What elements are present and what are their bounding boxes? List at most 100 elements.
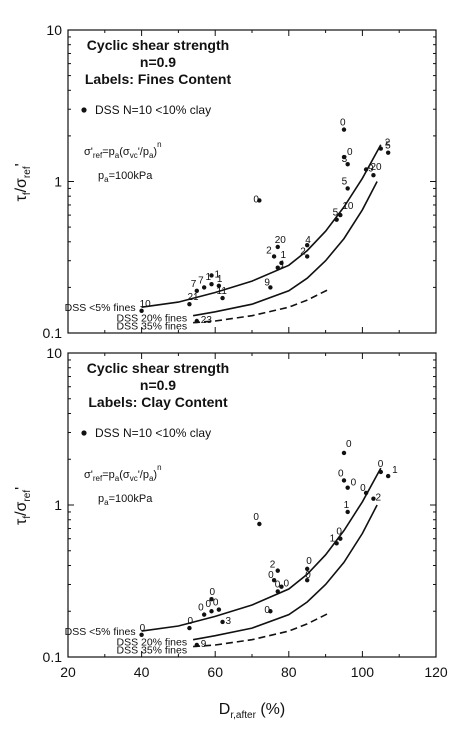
data-point bbox=[385, 473, 391, 479]
data-point bbox=[341, 478, 347, 483]
data-point-label: 0 bbox=[187, 616, 193, 627]
data-point bbox=[378, 146, 383, 151]
data-point-label: 3 bbox=[342, 154, 348, 165]
data-point bbox=[378, 469, 383, 475]
data-point bbox=[345, 509, 350, 515]
data-point bbox=[216, 283, 222, 288]
x-axis-title: Dr,after (%) bbox=[219, 701, 285, 721]
x-tick-label: 40 bbox=[134, 664, 150, 680]
data-point bbox=[268, 285, 273, 290]
data-point bbox=[371, 173, 376, 178]
x-tick-label: 80 bbox=[281, 664, 297, 680]
data-point-label: 3 bbox=[226, 616, 232, 627]
data-point-label: 0 bbox=[275, 579, 281, 590]
data-point bbox=[257, 521, 262, 527]
data-point-label: 4 bbox=[305, 235, 311, 246]
data-point bbox=[345, 162, 350, 167]
pa-note: pa=100kPa bbox=[98, 170, 153, 184]
data-point bbox=[341, 450, 347, 456]
curve-label-2: DSS 20% fines bbox=[116, 313, 187, 325]
data-point-label: 2 bbox=[375, 493, 381, 504]
data-point-label: 2 bbox=[270, 560, 276, 571]
data-point-label: 5 bbox=[333, 208, 339, 219]
data-point-label: 0 bbox=[210, 587, 216, 598]
data-point-label: 1 bbox=[217, 274, 223, 285]
data-point bbox=[334, 217, 339, 222]
data-point-label: 2 bbox=[266, 245, 272, 256]
data-point-label: 0 bbox=[305, 570, 311, 581]
data-point-label: 9 bbox=[264, 277, 270, 288]
data-point-label: 0 bbox=[360, 483, 366, 494]
data-point bbox=[305, 254, 310, 259]
data-point bbox=[363, 167, 369, 172]
data-point-label: 20 bbox=[370, 162, 382, 173]
data-point-label: 1 bbox=[280, 260, 286, 271]
data-point-label: 0 bbox=[264, 605, 270, 616]
curve-1 bbox=[141, 467, 382, 632]
y-tick-label: 0.1 bbox=[43, 649, 63, 665]
data-point-label: 21 bbox=[187, 292, 199, 303]
curve-1 bbox=[141, 144, 382, 308]
data-point-label: 0 bbox=[306, 556, 312, 567]
data-point bbox=[220, 295, 225, 301]
data-point bbox=[279, 260, 284, 266]
data-point bbox=[194, 642, 199, 648]
data-point-label: 0 bbox=[253, 512, 259, 523]
y-tick-label: 10 bbox=[46, 345, 62, 361]
data-point-label: 0 bbox=[378, 459, 384, 470]
data-point bbox=[209, 609, 214, 614]
labels-caption: Labels: Clay Content bbox=[88, 394, 228, 410]
chart-subtitle: n=0.9 bbox=[140, 377, 176, 393]
x-tick-label: 60 bbox=[207, 664, 223, 680]
data-point bbox=[139, 632, 144, 637]
curve-label-1: DSS <5% fines bbox=[65, 626, 136, 638]
curve-3 bbox=[193, 612, 330, 648]
data-point-label: 0 bbox=[347, 147, 353, 158]
data-point bbox=[187, 301, 192, 307]
data-point bbox=[338, 212, 343, 218]
data-point bbox=[209, 273, 214, 278]
data-point bbox=[275, 568, 280, 573]
data-point-label: 0 bbox=[140, 623, 146, 634]
data-point bbox=[271, 578, 277, 583]
data-point bbox=[341, 127, 347, 132]
data-point-label: 1 bbox=[280, 250, 286, 261]
data-point bbox=[305, 566, 310, 572]
data-point-label: 0 bbox=[340, 118, 346, 129]
curve-2 bbox=[192, 504, 378, 641]
y-tick-label: 0.1 bbox=[43, 325, 63, 341]
data-point bbox=[275, 589, 280, 594]
data-point bbox=[209, 281, 214, 287]
data-point bbox=[345, 186, 350, 191]
data-point-label: 0 bbox=[268, 570, 274, 581]
data-point-label: 0 bbox=[346, 439, 352, 450]
x-tick-label: 100 bbox=[351, 664, 375, 680]
y-tick-label: 1 bbox=[54, 174, 62, 190]
curve-label-3: DSS 35% fines bbox=[116, 645, 187, 657]
data-point bbox=[275, 244, 280, 250]
data-point-label: 1 bbox=[206, 272, 212, 283]
data-point-label: 7 bbox=[198, 275, 204, 286]
data-point-label: 0 bbox=[283, 579, 289, 590]
pa-note: pa=100kPa bbox=[98, 493, 153, 507]
curve-3 bbox=[193, 288, 330, 324]
data-point bbox=[345, 485, 350, 490]
data-point-label: 7 bbox=[191, 279, 197, 290]
data-point-label: 1 bbox=[215, 269, 221, 280]
data-point-label: 0 bbox=[213, 598, 219, 609]
data-point-label: 1 bbox=[344, 500, 350, 511]
data-point bbox=[371, 496, 376, 501]
y-axis-title: τf/σref' bbox=[13, 163, 33, 201]
legend-label: DSS N=10 <10% clay bbox=[95, 103, 211, 117]
data-point-label: 2 bbox=[385, 138, 391, 149]
y-axis-title-group: τf/σref' bbox=[13, 163, 33, 201]
data-point-label: 5 bbox=[385, 141, 391, 152]
data-point bbox=[305, 578, 310, 583]
data-point bbox=[216, 607, 222, 612]
data-point bbox=[338, 536, 343, 541]
labels-caption: Labels: Fines Content bbox=[85, 71, 232, 87]
x-tick-label: 20 bbox=[60, 664, 76, 680]
